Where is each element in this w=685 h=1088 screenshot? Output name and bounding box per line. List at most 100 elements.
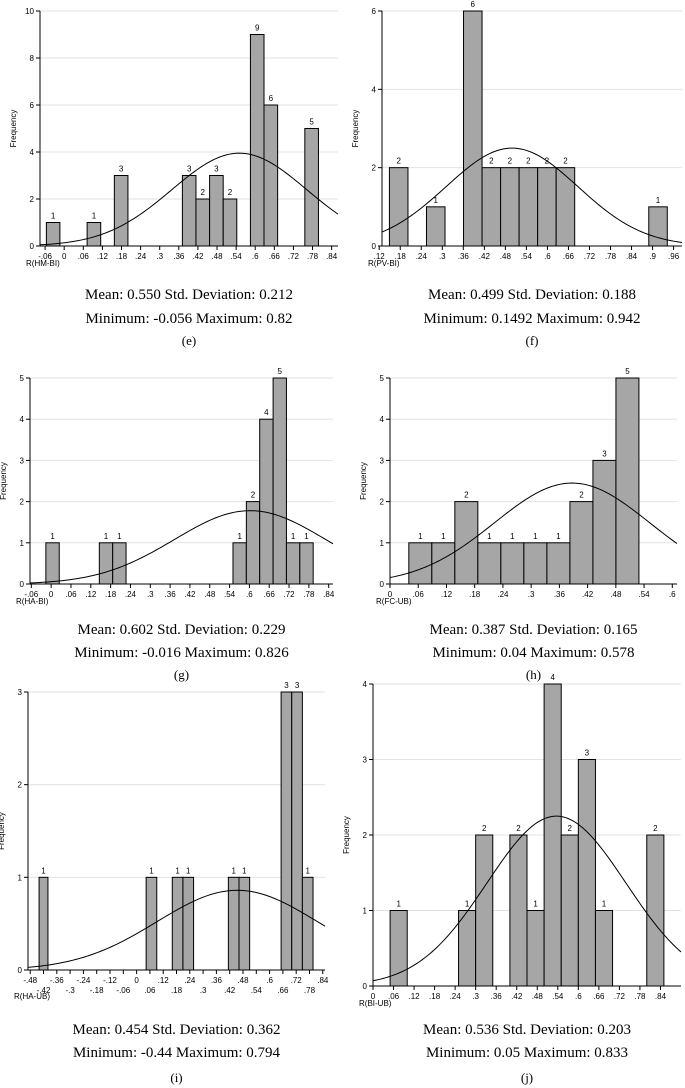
bar-count-label: 9: [255, 24, 260, 33]
bar-count-label: 3: [295, 681, 300, 690]
x-tick-label: .9: [649, 252, 656, 261]
bar-count-label: 1: [656, 196, 661, 205]
histogram-panel-j: 0 1 2 3 4 1 1 2 2 1 4 2 3 1 2 0 .06 .12 .18 .24 .3 .36 .42 .48.…: [342, 673, 682, 1085]
y-tick-label: 3: [363, 756, 368, 765]
histogram-bar: [38, 876, 49, 971]
x-tick-label: .48: [610, 590, 622, 599]
x-tick-label: .06: [144, 986, 156, 995]
y-tick-label: 6: [30, 101, 35, 110]
normal-density-curve: [381, 147, 683, 243]
bar-count-label: 3: [602, 449, 607, 458]
stats-min-max: Minimum: -0.056 Maximum: 0.82: [85, 311, 292, 327]
x-tick-label: .54: [231, 252, 243, 261]
x-tick-label: .24: [497, 590, 509, 599]
x-tick-label: .42: [479, 252, 491, 261]
y-axis-title: Frequency: [342, 816, 351, 854]
stats-min-max: Minimum: 0.1492 Maximum: 0.942: [423, 311, 640, 327]
x-tick-label: .72: [584, 252, 596, 261]
x-tick-label: .42: [582, 590, 594, 599]
x-tick-label: -.42: [37, 986, 51, 995]
x-tick-label: .18: [116, 252, 128, 261]
y-tick-label: 1: [18, 873, 23, 882]
y-axis-title: Frequency: [9, 110, 18, 148]
x-tick-label: .06: [65, 590, 77, 599]
x-tick-label: 0: [49, 590, 54, 599]
bar-count-label: 2: [201, 188, 206, 197]
bar-count-label: 2: [508, 157, 513, 166]
histogram-bar: [463, 10, 483, 247]
x-tick-label: .06: [78, 252, 90, 261]
bar-count-label: 1: [104, 532, 109, 541]
normal-density-curve: [29, 510, 334, 584]
y-tick-label: 4: [30, 148, 35, 157]
x-tick-label: -.18: [90, 986, 104, 995]
y-tick-label: 0: [20, 580, 25, 589]
x-tick-label: .42: [511, 992, 523, 1001]
bar-count-label: 1: [51, 212, 56, 221]
y-axis-title: Frequency: [0, 462, 8, 500]
histogram-bar: [98, 542, 114, 585]
bar-count-label: 1: [533, 900, 538, 909]
histogram-bar: [615, 377, 640, 585]
x-tick-label: .84: [626, 252, 638, 261]
histogram-bar: [523, 542, 548, 585]
y-tick-label: 2: [372, 164, 377, 173]
y-tick-label: 1: [363, 907, 368, 916]
bar-count-label: 5: [278, 367, 283, 376]
histogram-bar: [388, 167, 409, 247]
x-axis-title: R(PV-BI): [368, 259, 400, 268]
bar-count-label: 2: [482, 824, 487, 833]
histogram-bar: [291, 691, 303, 971]
x-tick-label: .12: [158, 976, 170, 985]
histogram-bar: [45, 542, 60, 585]
histogram-panel-h: 0 1 2 3 4 5 1 1 2 1 1 1 1 2 3 5 0 .06 .12 .18 .24 .3 .36 .42 .48…: [359, 367, 678, 682]
x-tick-label: .48: [204, 590, 216, 599]
x-tick-label: .78: [304, 986, 316, 995]
x-tick-label: .36: [458, 252, 470, 261]
x-tick-label: .72: [614, 992, 626, 1001]
x-tick-label: .66: [563, 252, 575, 261]
y-tick-label: 3: [20, 456, 25, 465]
bar-count-label: 2: [579, 491, 584, 500]
x-tick-label: -.06: [116, 986, 130, 995]
x-tick-label: .12: [85, 590, 97, 599]
x-tick-label: .36: [554, 590, 566, 599]
histogram-bar: [227, 876, 240, 971]
histogram-bar: [560, 834, 579, 987]
x-tick-label: .54: [552, 992, 564, 1001]
y-axis-title: Frequency: [359, 462, 368, 500]
histogram-bar: [458, 910, 477, 987]
x-tick-label: -.12: [103, 976, 117, 985]
panel-label: (j): [521, 1070, 533, 1085]
x-tick-label: -.48: [23, 976, 37, 985]
x-tick-label: 0: [371, 992, 376, 1001]
bar-count-label: 2: [464, 491, 469, 500]
bar-count-label: 2: [563, 157, 568, 166]
bar-count-label: 1: [304, 532, 309, 541]
histogram-bar: [304, 128, 319, 247]
histogram-bar: [86, 222, 102, 247]
x-tick-label: -.06: [38, 252, 52, 261]
bar-count-label: 2: [516, 824, 521, 833]
x-axis-title: R(HA-UB): [14, 992, 50, 1001]
panel-label: (f): [526, 333, 539, 348]
x-tick-label: .66: [277, 986, 289, 995]
stats-mean-sd: Mean: 0.550 Std. Deviation: 0.212: [85, 287, 293, 303]
histogram-bar: [500, 542, 525, 585]
x-tick-label: -.36: [50, 976, 64, 985]
x-tick-label: .3: [472, 992, 479, 1001]
bar-count-label: 1: [175, 866, 180, 875]
bar-count-label: 3: [284, 681, 289, 690]
histogram-bar: [526, 910, 545, 987]
histogram-bar: [195, 198, 211, 247]
x-tick-label: .84: [655, 992, 667, 1001]
histogram-bar: [113, 175, 129, 247]
bar-count-label: 2: [526, 157, 531, 166]
x-tick-label: .06: [388, 992, 400, 1001]
histogram-bar: [500, 167, 520, 247]
histogram-bar: [112, 542, 127, 585]
bar-count-label: 1: [441, 532, 446, 541]
bar-count-label: 1: [418, 532, 423, 541]
